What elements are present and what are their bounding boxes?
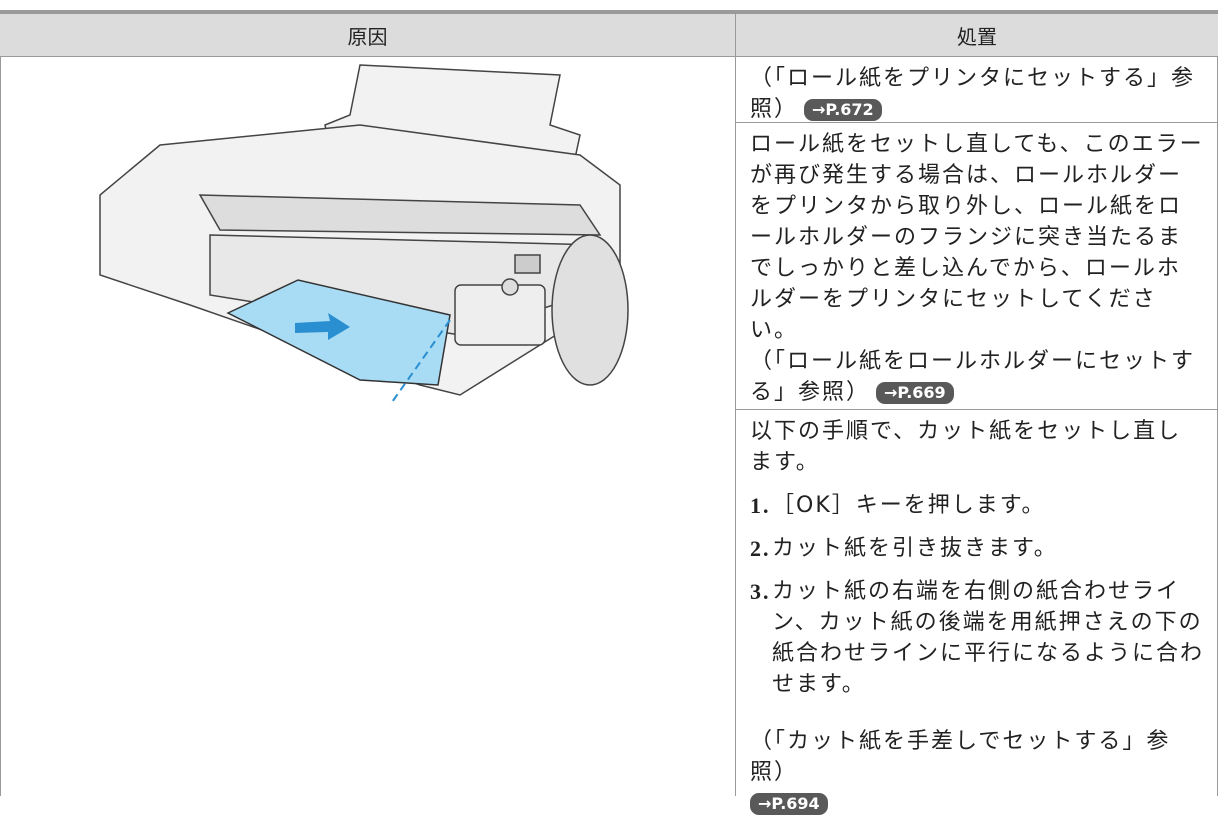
printer-illustration xyxy=(99,64,629,406)
step-text: カット紙を引き抜きます。 xyxy=(772,536,1058,561)
paragraph: 以下の手順で、カット紙をセットし直します。 xyxy=(750,419,1182,475)
page-link[interactable]: →P.672 xyxy=(804,99,882,121)
step-number: 1. xyxy=(750,493,771,518)
paragraph: ロール紙をセットし直しても、このエラーが再び発生する場合は、ロールホルダーをプリ… xyxy=(750,132,1204,343)
header-cell: 原因 xyxy=(0,10,735,57)
step: 1. ［OK］キーを押します。 xyxy=(750,490,1204,521)
step-number: 3. xyxy=(750,579,771,604)
action-cell: ロール紙をセットし直しても、このエラーが再び発生する場合は、ロールホルダーをプリ… xyxy=(736,123,1218,410)
step: 3. カット紙の右端を右側の紙合わせライン、カット紙の後端を用紙押さえの下の紙合わ… xyxy=(750,576,1204,700)
reference: （「カット紙を手差しでセットする」参照） xyxy=(750,729,1171,785)
page: 原因 処置 （「ロール紙をプリンタにセットする」参照） →P.672 ロール紙をセ… xyxy=(0,10,1218,815)
header-cell: 処置 xyxy=(735,10,1218,57)
step-text: ［OK］キーを押します。 xyxy=(772,493,1046,518)
action-cell: 以下の手順で、カット紙をセットし直します。 1. ［OK］キーを押します。 2. カ… xyxy=(736,410,1218,815)
page-link[interactable]: →P.694 xyxy=(750,793,828,815)
action-cell: （「ロール紙をプリンタにセットする」参照） →P.672 xyxy=(736,57,1218,123)
step: 2. カット紙を引き抜きます。 xyxy=(750,533,1204,564)
divider xyxy=(735,57,736,796)
reference: （「ロール紙をプリンタにセットする」参照） xyxy=(750,66,1196,122)
divider xyxy=(0,57,1,796)
page-link[interactable]: →P.669 xyxy=(876,382,954,404)
reference: （「ロール紙をロールホルダーにセットする」参照） xyxy=(750,349,1196,405)
step-text: カット紙の右端を右側の紙合わせライン、カット紙の後端を用紙押さえの下の紙合わせラ… xyxy=(772,579,1205,697)
step-number: 2. xyxy=(750,536,771,561)
